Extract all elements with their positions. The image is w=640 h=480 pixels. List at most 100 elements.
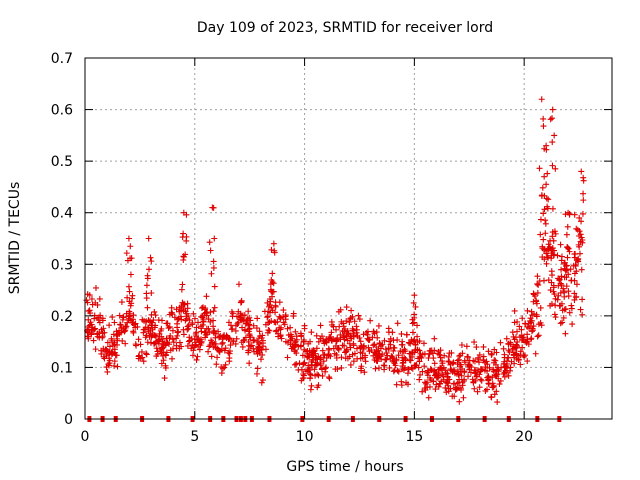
data-point [92,299,99,306]
data-point [344,337,351,344]
data-point [148,290,155,296]
data-point [192,342,199,349]
data-point [136,352,143,359]
data-point [552,302,559,309]
data-point [160,357,167,364]
data-point [125,283,132,290]
data-point [476,359,483,366]
data-point [545,196,552,203]
data-point [419,368,426,375]
data-point [529,327,536,334]
data-point [99,330,106,337]
data-point [124,319,131,326]
data-point [500,345,507,352]
data-point [103,352,110,359]
data-point [470,357,477,364]
data-point [207,247,214,254]
data-point [296,360,303,367]
data-point [192,330,199,337]
data-point [205,348,212,355]
data-point [452,384,459,391]
data-point [96,295,103,302]
data-point [564,254,571,261]
data-point [92,284,99,291]
data-point [217,332,224,339]
data-point [245,349,252,356]
data-point [377,345,384,352]
data-point [509,329,516,336]
data-point [374,358,381,365]
data-point [199,312,206,319]
data-point [578,168,585,175]
data-point [310,347,317,354]
data-point [266,319,273,326]
data-point [544,254,551,261]
data-point [403,379,410,386]
data-point [158,360,165,367]
data-point [254,350,261,357]
data-point [480,343,487,350]
data-point [543,142,550,149]
data-point [541,206,548,213]
data-point [542,220,549,227]
data-point [210,308,217,315]
y-axis-ticks: 0 0.1 0.2 0.3 0.4 0.5 0.6 0.7 [51,51,612,428]
data-point [287,341,294,348]
data-point [579,311,586,318]
data-point [170,339,177,346]
data-point [425,394,432,401]
data-point [270,280,277,287]
data-point [185,322,192,329]
data-point [424,384,431,391]
data-point [412,341,419,348]
data-point [145,324,152,331]
data-point [506,348,513,355]
data-point [169,345,176,352]
data-point [389,329,396,336]
data-point [322,365,329,372]
data-point [238,299,245,306]
data-point [159,344,166,351]
data-point [375,351,382,358]
data-point [458,342,465,349]
data-point [351,318,358,325]
data-point [214,354,221,361]
data-point [418,354,425,361]
data-point [435,374,442,381]
data-point [484,361,491,368]
data-point [138,348,145,355]
data-point [180,301,187,308]
data-point [432,369,439,376]
data-point [215,328,222,335]
data-point [109,350,116,357]
data-point [518,326,525,333]
data-point [291,361,298,368]
data-point [451,380,458,387]
data-point [169,327,176,334]
data-point [528,317,535,324]
data-point [580,174,587,181]
data-point [411,314,418,321]
data-point [253,370,260,377]
data-point [501,354,508,361]
data-point [534,273,541,280]
data-point [370,352,377,359]
data-point [313,345,320,352]
data-point [182,308,189,315]
data-point [448,367,455,374]
data-point [162,342,169,349]
data-point [195,319,202,326]
data-point [488,351,495,358]
data-point [225,349,232,356]
data-point [250,322,257,329]
data-point [569,321,576,328]
data-point [491,391,498,398]
data-point [144,304,151,311]
data-point [180,257,187,264]
data-point [346,319,353,326]
data-point [560,285,567,292]
data-point [564,223,571,230]
data-point [151,332,158,339]
data-point [428,367,435,374]
data-point [578,218,585,225]
